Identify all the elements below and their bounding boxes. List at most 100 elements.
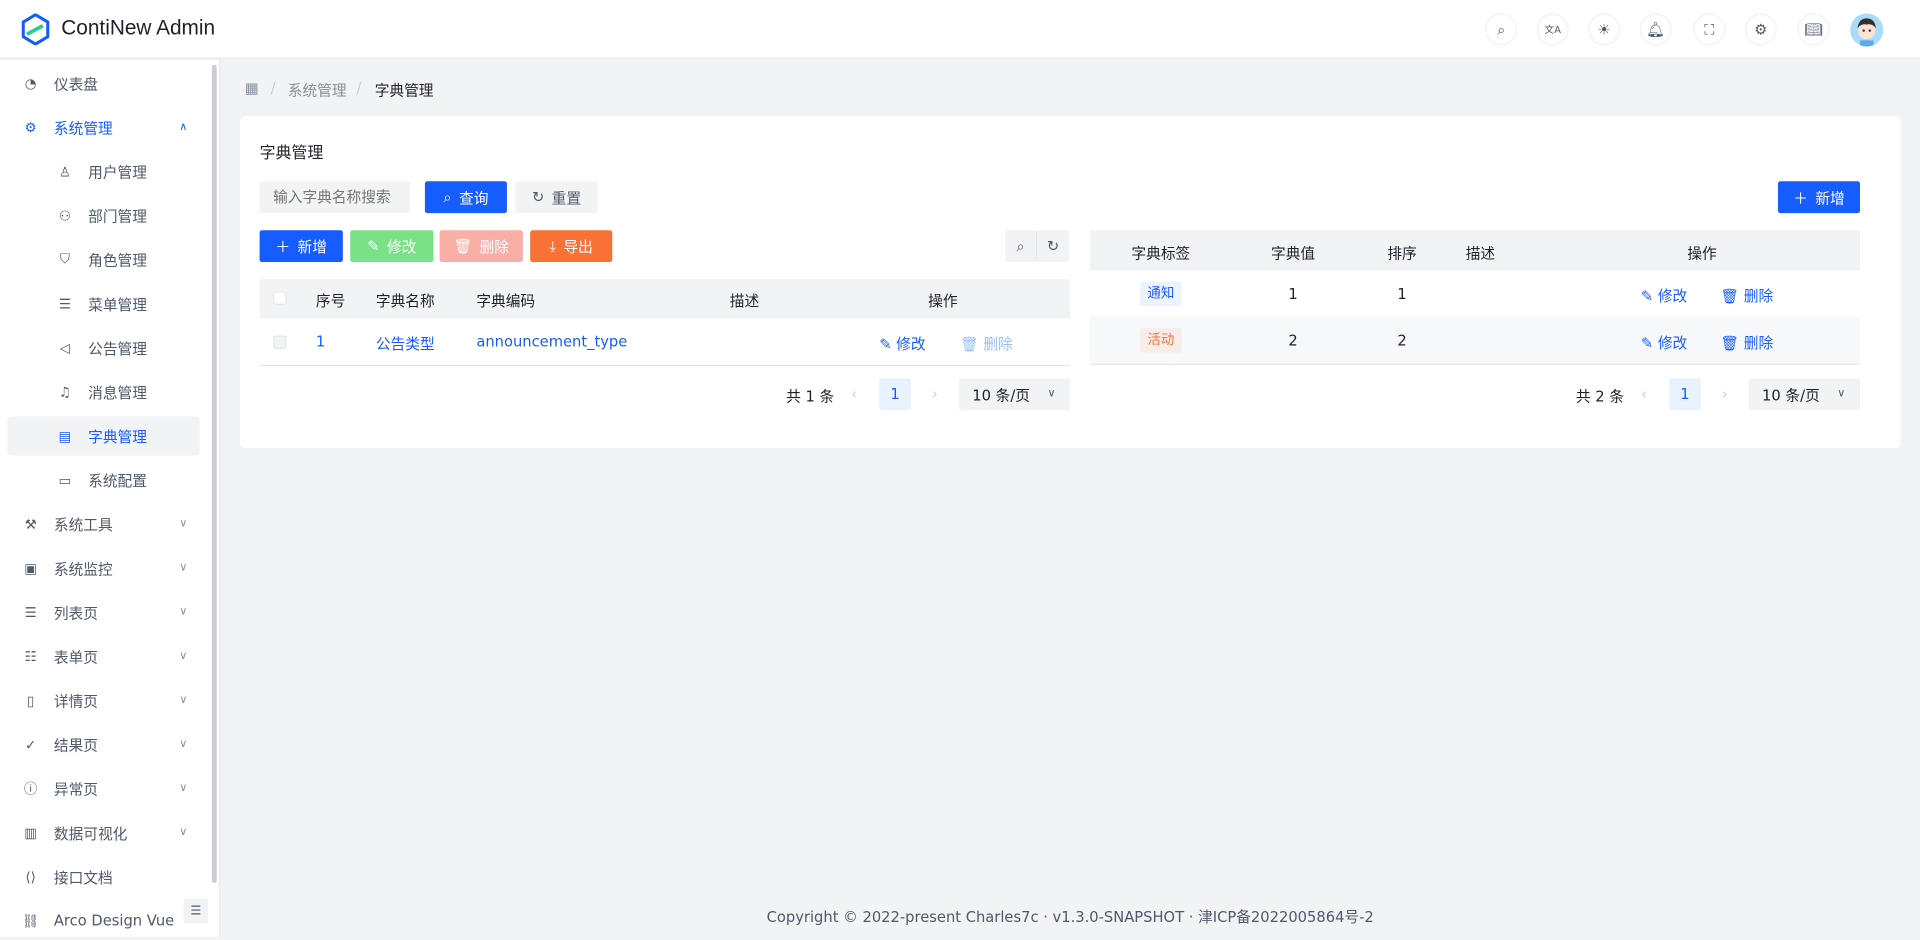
sidebar-item-4[interactable]: ⛉ 角色管理 [7,240,199,279]
pagination-total: 共 1 条 [786,388,835,406]
table-header [259,279,1071,319]
refresh-icon: ↻ [1046,237,1060,255]
dict-name-link[interactable]: 公告类型 [375,335,435,353]
avatar[interactable] [1850,13,1884,47]
bell-icon-button[interactable]: 🔔︎ [1639,13,1672,46]
sidebar-item-9[interactable]: ▭ 系统配置 [7,460,199,499]
edit-dict-button[interactable]: ✎ 修改 [350,230,434,263]
table-refresh-button[interactable]: ↻ [1037,230,1069,263]
checklist-icon: ☷ [24,648,37,665]
theme-sun-icon-button[interactable]: ☀ [1588,13,1621,46]
sidebar-item-16[interactable]: ⓘ 异常页 ∨ [7,769,199,808]
sidebar-item-17[interactable]: ▥ 数据可视化 ∨ [7,813,199,852]
sidebar-item-19[interactable]: ⛓ Arco Design Vue [7,901,199,940]
sidebar-item-label: Arco Design Vue [53,912,175,930]
download-icon: ⤓ [549,236,557,255]
row-delete-button[interactable]: 🗑 删除 [1720,287,1774,305]
column-header: 操作 [1687,244,1717,263]
table-search-toggle-button[interactable]: ⌕ [1005,230,1038,263]
sidebar-item-1[interactable]: ⚙ 系统管理 ∧ [7,108,199,147]
theme-sun-icon: ☀ [1597,20,1611,38]
sidebar-item-7[interactable]: ♫ 消息管理 [7,372,199,411]
search-icon-button[interactable]: ⌕ [1485,13,1518,46]
chevron-down-icon: ∨ [179,782,188,795]
sidebar-item-label: 系统配置 [88,472,147,490]
sidebar-item-label: 公告管理 [88,339,147,357]
chevron-down-icon: ∨ [1047,388,1056,401]
next-page-button[interactable]: › [1721,385,1728,403]
row-edit-button[interactable]: ✎ 修改 [1640,334,1688,352]
row-delete-button[interactable]: 🗑 删除 [960,335,1013,353]
sidebar-item-2[interactable]: ♙ 用户管理 [7,152,199,191]
sidebar: ◔ 仪表盘 ⚙ 系统管理 ∧ ♙ 用户管理 ⚇ 部门管理 ⛉ 角色管理 ☰ 菜单管理 ◁ 公告管理 ♫ 消息管理… [0,60,221,940]
column-header: 操作 [928,292,958,310]
add-dict-item-button[interactable]: ＋新增 [1777,181,1861,214]
prev-page-button[interactable]: ‹ [1640,385,1647,403]
sidebar-item-12[interactable]: ☰ 列表页 ∨ [7,593,199,632]
collapse-sidebar-button[interactable]: ☰ [183,898,209,924]
select-all-checkbox[interactable] [273,291,287,305]
dict-label-tag: 通知 [1140,281,1182,307]
breadcrumb-item[interactable]: 系统管理 [287,82,347,100]
settings-icon-button[interactable]: ⚙ [1744,13,1777,46]
sidebar-item-3[interactable]: ⚇ 部门管理 [7,196,199,235]
search-icon: ⌕ [1016,236,1025,255]
sidebar-item-14[interactable]: ▯ 详情页 ∨ [7,681,199,720]
sidebar-item-13[interactable]: ☷ 表单页 ∨ [7,637,199,676]
edit-icon: ✎ [1640,287,1658,305]
query-button[interactable]: ⌕ 查询 [424,181,507,214]
dict-sort: 2 [1397,331,1407,349]
prev-page-button[interactable]: ‹ [851,385,857,403]
bell-icon: ♫ [58,383,71,400]
sidebar-item-label: 字典管理 [88,427,147,446]
sidebar-item-6[interactable]: ◁ 公告管理 [7,328,199,367]
sidebar-item-0[interactable]: ◔ 仪表盘 [7,64,199,103]
trash-icon: 🗑 [453,237,473,255]
sidebar-item-label: 列表页 [53,604,98,622]
search-icon: ⌕ [1497,20,1506,38]
footer: Copyright © 2022-present Charles7c · v1.… [766,908,1374,926]
megaphone-icon: ◁ [59,339,71,356]
sidebar-item-10[interactable]: ⚒ 系统工具 ∨ [7,504,199,543]
row-delete-button[interactable]: 🗑 删除 [1720,334,1774,352]
translate-icon-button[interactable]: 文A [1536,13,1569,46]
search-icon: ⌕ [443,187,452,206]
row-checkbox[interactable] [273,335,287,349]
sidebar-item-5[interactable]: ☰ 菜单管理 [7,284,199,323]
trash-icon: 🗑 [1720,334,1744,352]
add-dict-button[interactable]: ＋新增 [259,230,343,263]
plus-icon: ＋ [1793,189,1808,207]
shield-icon: ⛉ [59,251,70,267]
trash-icon: 🗑 [960,335,984,353]
next-page-button[interactable]: › [931,385,938,403]
fullscreen-icon: ⛶ [1704,20,1715,38]
page-1-button[interactable]: 1 [879,378,912,411]
book-icon-button[interactable]: 📖︎ [1797,13,1830,46]
dashboard-icon: ◔ [24,75,37,92]
page-size-select[interactable]: 10 条/页 ∨ [1748,378,1861,411]
dict-code-link[interactable]: announcement_type [476,333,628,351]
check-circle-icon: ✓ [24,736,37,753]
home-icon[interactable]: ▦ [244,79,259,97]
sidebar-item-18[interactable]: ⟨⟩ 接口文档 [7,857,199,896]
link-icon: ⛓ [22,912,40,929]
sidebar-scrollbar[interactable] [211,64,217,883]
page-size-select[interactable]: 10 条/页 ∨ [958,378,1071,411]
sidebar-item-8[interactable]: ▤ 字典管理 [7,416,200,456]
reset-button[interactable]: ↻ 重置 [515,181,598,214]
sidebar-item-11[interactable]: ▣ 系统监控 ∨ [7,549,199,588]
table-header [1089,230,1861,271]
pagination-total: 共 2 条 [1575,388,1625,406]
delete-dict-button[interactable]: 🗑 删除 [439,230,523,263]
export-button[interactable]: ⤓ 导出 [530,230,613,263]
sidebar-item-15[interactable]: ✓ 结果页 ∨ [7,725,199,764]
fullscreen-icon-button[interactable]: ⛶ [1693,13,1726,46]
sidebar-item-label: 详情页 [53,692,98,710]
row-edit-button[interactable]: ✎ 修改 [1640,287,1688,305]
plus-icon: ＋ [275,238,291,256]
sidebar-item-label: 结果页 [53,736,98,754]
row-edit-button[interactable]: ✎ 修改 [879,335,926,353]
file-icon: ▯ [26,692,35,709]
page-1-button[interactable]: 1 [1668,378,1701,411]
dict-name-search-input[interactable] [259,181,411,214]
